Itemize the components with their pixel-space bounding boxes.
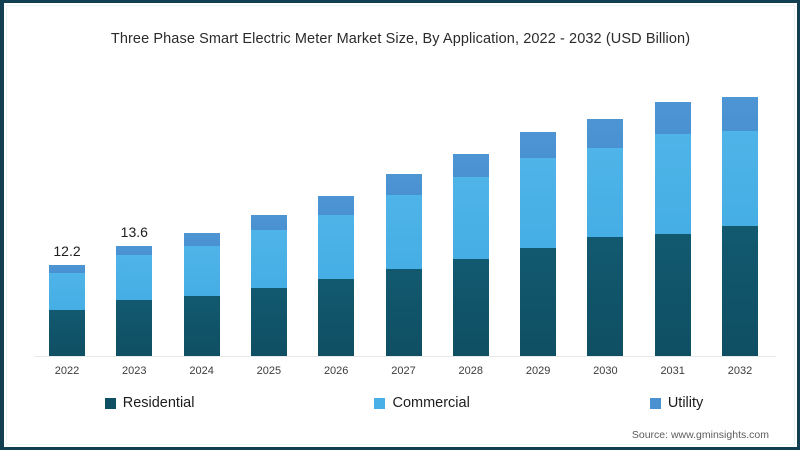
legend-swatch-residential-icon	[104, 397, 116, 409]
bar-column-2022[interactable]	[49, 265, 85, 356]
bar-segment-utility[interactable]	[318, 196, 355, 215]
bar-column-2023[interactable]	[116, 246, 153, 356]
x-axis-tick-2022: 2022	[54, 365, 80, 377]
bar-segment-residential[interactable]	[49, 310, 85, 356]
bar-column-2032[interactable]	[722, 97, 758, 356]
legend-item-utility[interactable]: Utility	[649, 395, 704, 411]
legend-label-residential: Residential	[122, 395, 195, 411]
bar-segment-utility[interactable]	[520, 132, 557, 158]
source-note: Source: www.gminsights.com	[631, 429, 769, 441]
bar-segment-utility[interactable]	[183, 233, 220, 246]
bar-column-2029[interactable]	[520, 132, 557, 356]
bar-segment-residential[interactable]	[318, 279, 355, 356]
bar-column-2025[interactable]	[250, 215, 287, 356]
bar-segment-commercial[interactable]	[587, 148, 624, 237]
x-axis-tick-2026: 2026	[323, 365, 349, 377]
chart-title: Three Phase Smart Electric Meter Market …	[110, 31, 691, 47]
bar-stack	[183, 233, 220, 356]
x-axis-tick-2027: 2027	[391, 365, 416, 377]
x-axis-tick-2023: 2023	[122, 365, 147, 377]
bar-segment-residential[interactable]	[654, 234, 691, 356]
bar-segment-residential[interactable]	[385, 269, 422, 356]
bar-segment-residential[interactable]	[520, 248, 557, 356]
bar-segment-utility[interactable]	[722, 97, 758, 131]
bar-value-label-2023: 13.6	[120, 224, 148, 240]
bar-segment-utility[interactable]	[116, 246, 153, 255]
legend-swatch-utility-icon	[649, 397, 661, 409]
bar-segment-residential[interactable]	[587, 237, 624, 356]
bar-column-2024[interactable]	[183, 233, 220, 356]
bar-stack	[654, 102, 691, 356]
x-axis-tick-2032: 2032	[727, 365, 753, 377]
bar-column-2026[interactable]	[318, 196, 355, 356]
bar-segment-utility[interactable]	[452, 154, 489, 177]
bar-segment-utility[interactable]	[49, 265, 85, 273]
x-axis-tick-2024: 2024	[189, 365, 214, 377]
bar-column-2030[interactable]	[587, 119, 624, 356]
bar-segment-commercial[interactable]	[452, 177, 489, 259]
bar-stack	[587, 119, 624, 356]
bar-segment-commercial[interactable]	[318, 215, 355, 279]
bar-stack	[318, 196, 355, 356]
bar-segment-commercial[interactable]	[385, 195, 422, 269]
bar-segment-residential[interactable]	[183, 296, 220, 356]
legend-label-utility: Utility	[667, 395, 704, 411]
bar-stack	[520, 132, 557, 356]
bar-stack	[385, 174, 422, 356]
bar-stack	[116, 246, 153, 356]
x-axis-tick-2028: 2028	[458, 365, 484, 377]
bar-value-label-2022: 12.2	[53, 243, 81, 259]
x-axis-tick-2030: 2030	[593, 365, 618, 377]
legend-label-commercial: Commercial	[392, 395, 470, 411]
bar-segment-utility[interactable]	[654, 102, 691, 134]
bar-segment-commercial[interactable]	[49, 273, 85, 310]
legend-item-residential[interactable]: Residential	[104, 395, 195, 411]
x-axis-baseline	[34, 356, 776, 357]
bar-segment-utility[interactable]	[385, 174, 422, 195]
legend-swatch-commercial-icon	[374, 397, 386, 409]
bar-segment-commercial[interactable]	[654, 134, 691, 234]
bar-segment-utility[interactable]	[587, 119, 624, 148]
x-axis-tick-2029: 2029	[525, 365, 551, 377]
bar-column-2027[interactable]	[385, 174, 422, 356]
bar-segment-residential[interactable]	[452, 259, 489, 356]
bar-stack	[452, 154, 489, 356]
x-axis-tick-2025: 2025	[256, 365, 282, 377]
bar-column-2028[interactable]	[452, 154, 489, 356]
legend-item-commercial[interactable]: Commercial	[374, 395, 470, 411]
bar-column-2031[interactable]	[654, 102, 691, 356]
bar-segment-utility[interactable]	[250, 215, 287, 230]
chart-legend: Residential Commercial Utility	[4, 395, 800, 411]
bar-segment-commercial[interactable]	[520, 158, 557, 248]
bar-segment-residential[interactable]	[116, 300, 153, 356]
bar-stack	[49, 265, 85, 356]
bar-stack	[722, 97, 758, 356]
bar-segment-commercial[interactable]	[722, 131, 758, 226]
bar-stack	[250, 215, 287, 356]
bar-segment-residential[interactable]	[722, 226, 758, 356]
bar-segment-residential[interactable]	[250, 288, 287, 356]
x-axis-tick-2031: 2031	[660, 365, 685, 377]
bar-segment-commercial[interactable]	[183, 246, 220, 296]
bar-segment-commercial[interactable]	[250, 230, 287, 288]
bar-segment-commercial[interactable]	[116, 255, 153, 300]
